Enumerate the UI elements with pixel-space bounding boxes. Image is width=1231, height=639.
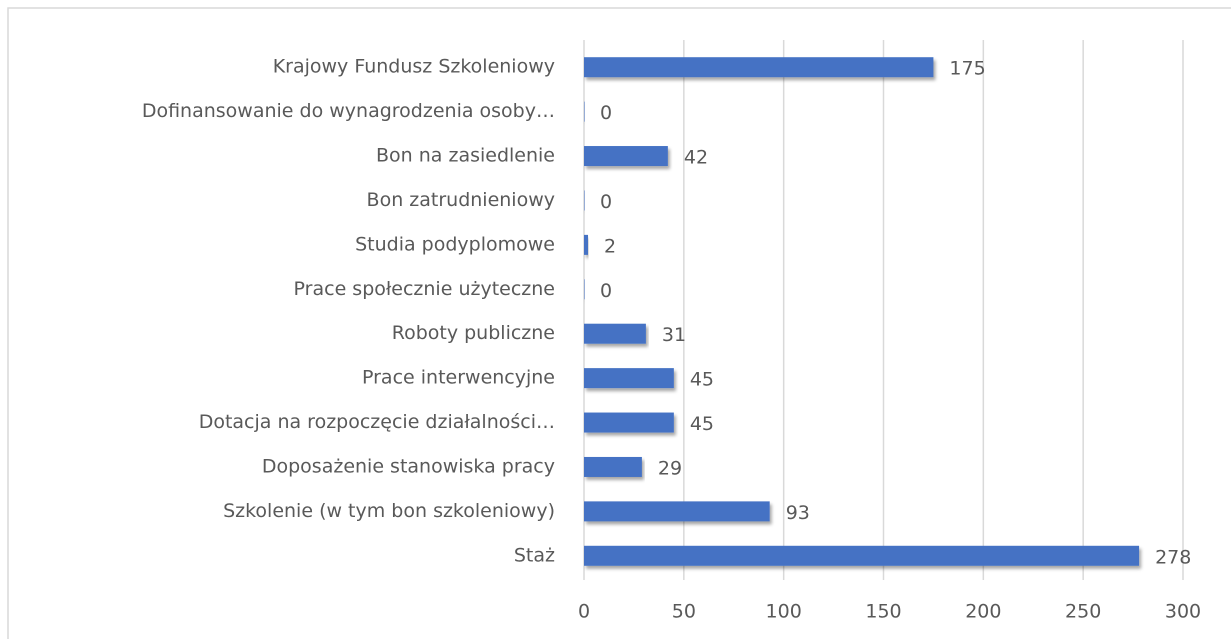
y-tick-label: Staż: [514, 544, 555, 566]
x-tick-label: 200: [965, 601, 1001, 623]
y-tick-label: Roboty publiczne: [392, 322, 555, 344]
bar: [584, 146, 668, 167]
bar: [584, 323, 646, 344]
value-label: 29: [658, 457, 682, 479]
x-tick-label: 150: [865, 601, 901, 623]
chart-frame: [7, 7, 1231, 639]
value-label: 278: [1155, 546, 1191, 568]
y-tick-label: Krajowy Fundusz Szkoleniowy: [273, 56, 555, 78]
value-label: 45: [690, 369, 714, 391]
bar: [584, 234, 588, 255]
value-label: 42: [684, 147, 708, 169]
value-label: 175: [949, 58, 985, 80]
value-label: 45: [690, 413, 714, 435]
y-tick-label: Prace społecznie użyteczne: [294, 278, 555, 300]
bar: [584, 368, 674, 389]
value-label: 31: [662, 324, 686, 346]
y-tick-label: Bon na zasiedlenie: [376, 145, 555, 167]
x-tick-label: 50: [672, 601, 696, 623]
x-tick-label: 0: [578, 601, 590, 623]
bar: [584, 190, 585, 211]
y-tick-label: Bon zatrudnieniowy: [367, 189, 555, 211]
y-tick-label: Szkolenie (w tym bon szkoleniowy): [223, 500, 555, 522]
value-label: 2: [604, 235, 616, 257]
y-tick-label: Dofinansowanie do wynagrodzenia osoby…: [142, 100, 555, 122]
bar: [584, 101, 585, 122]
y-tick-label: Doposażenie stanowiska pracy: [262, 455, 555, 477]
bar: [584, 545, 1140, 566]
bar: [584, 57, 934, 78]
x-tick-label: 100: [766, 601, 802, 623]
bar: [584, 456, 642, 477]
value-label: 0: [600, 280, 612, 302]
y-tick-label: Prace interwencyjne: [362, 367, 555, 389]
y-tick-label: Dotacja na rozpoczęcie działalności…: [199, 411, 555, 433]
value-label: 0: [600, 102, 612, 124]
bar: [584, 501, 770, 522]
bar: [584, 279, 585, 300]
value-label: 0: [600, 191, 612, 213]
x-tick-label: 300: [1165, 601, 1201, 623]
bar: [584, 412, 674, 433]
x-tick-label: 250: [1065, 601, 1101, 623]
y-tick-label: Studia podyplomowe: [355, 233, 555, 255]
value-label: 93: [786, 502, 810, 524]
